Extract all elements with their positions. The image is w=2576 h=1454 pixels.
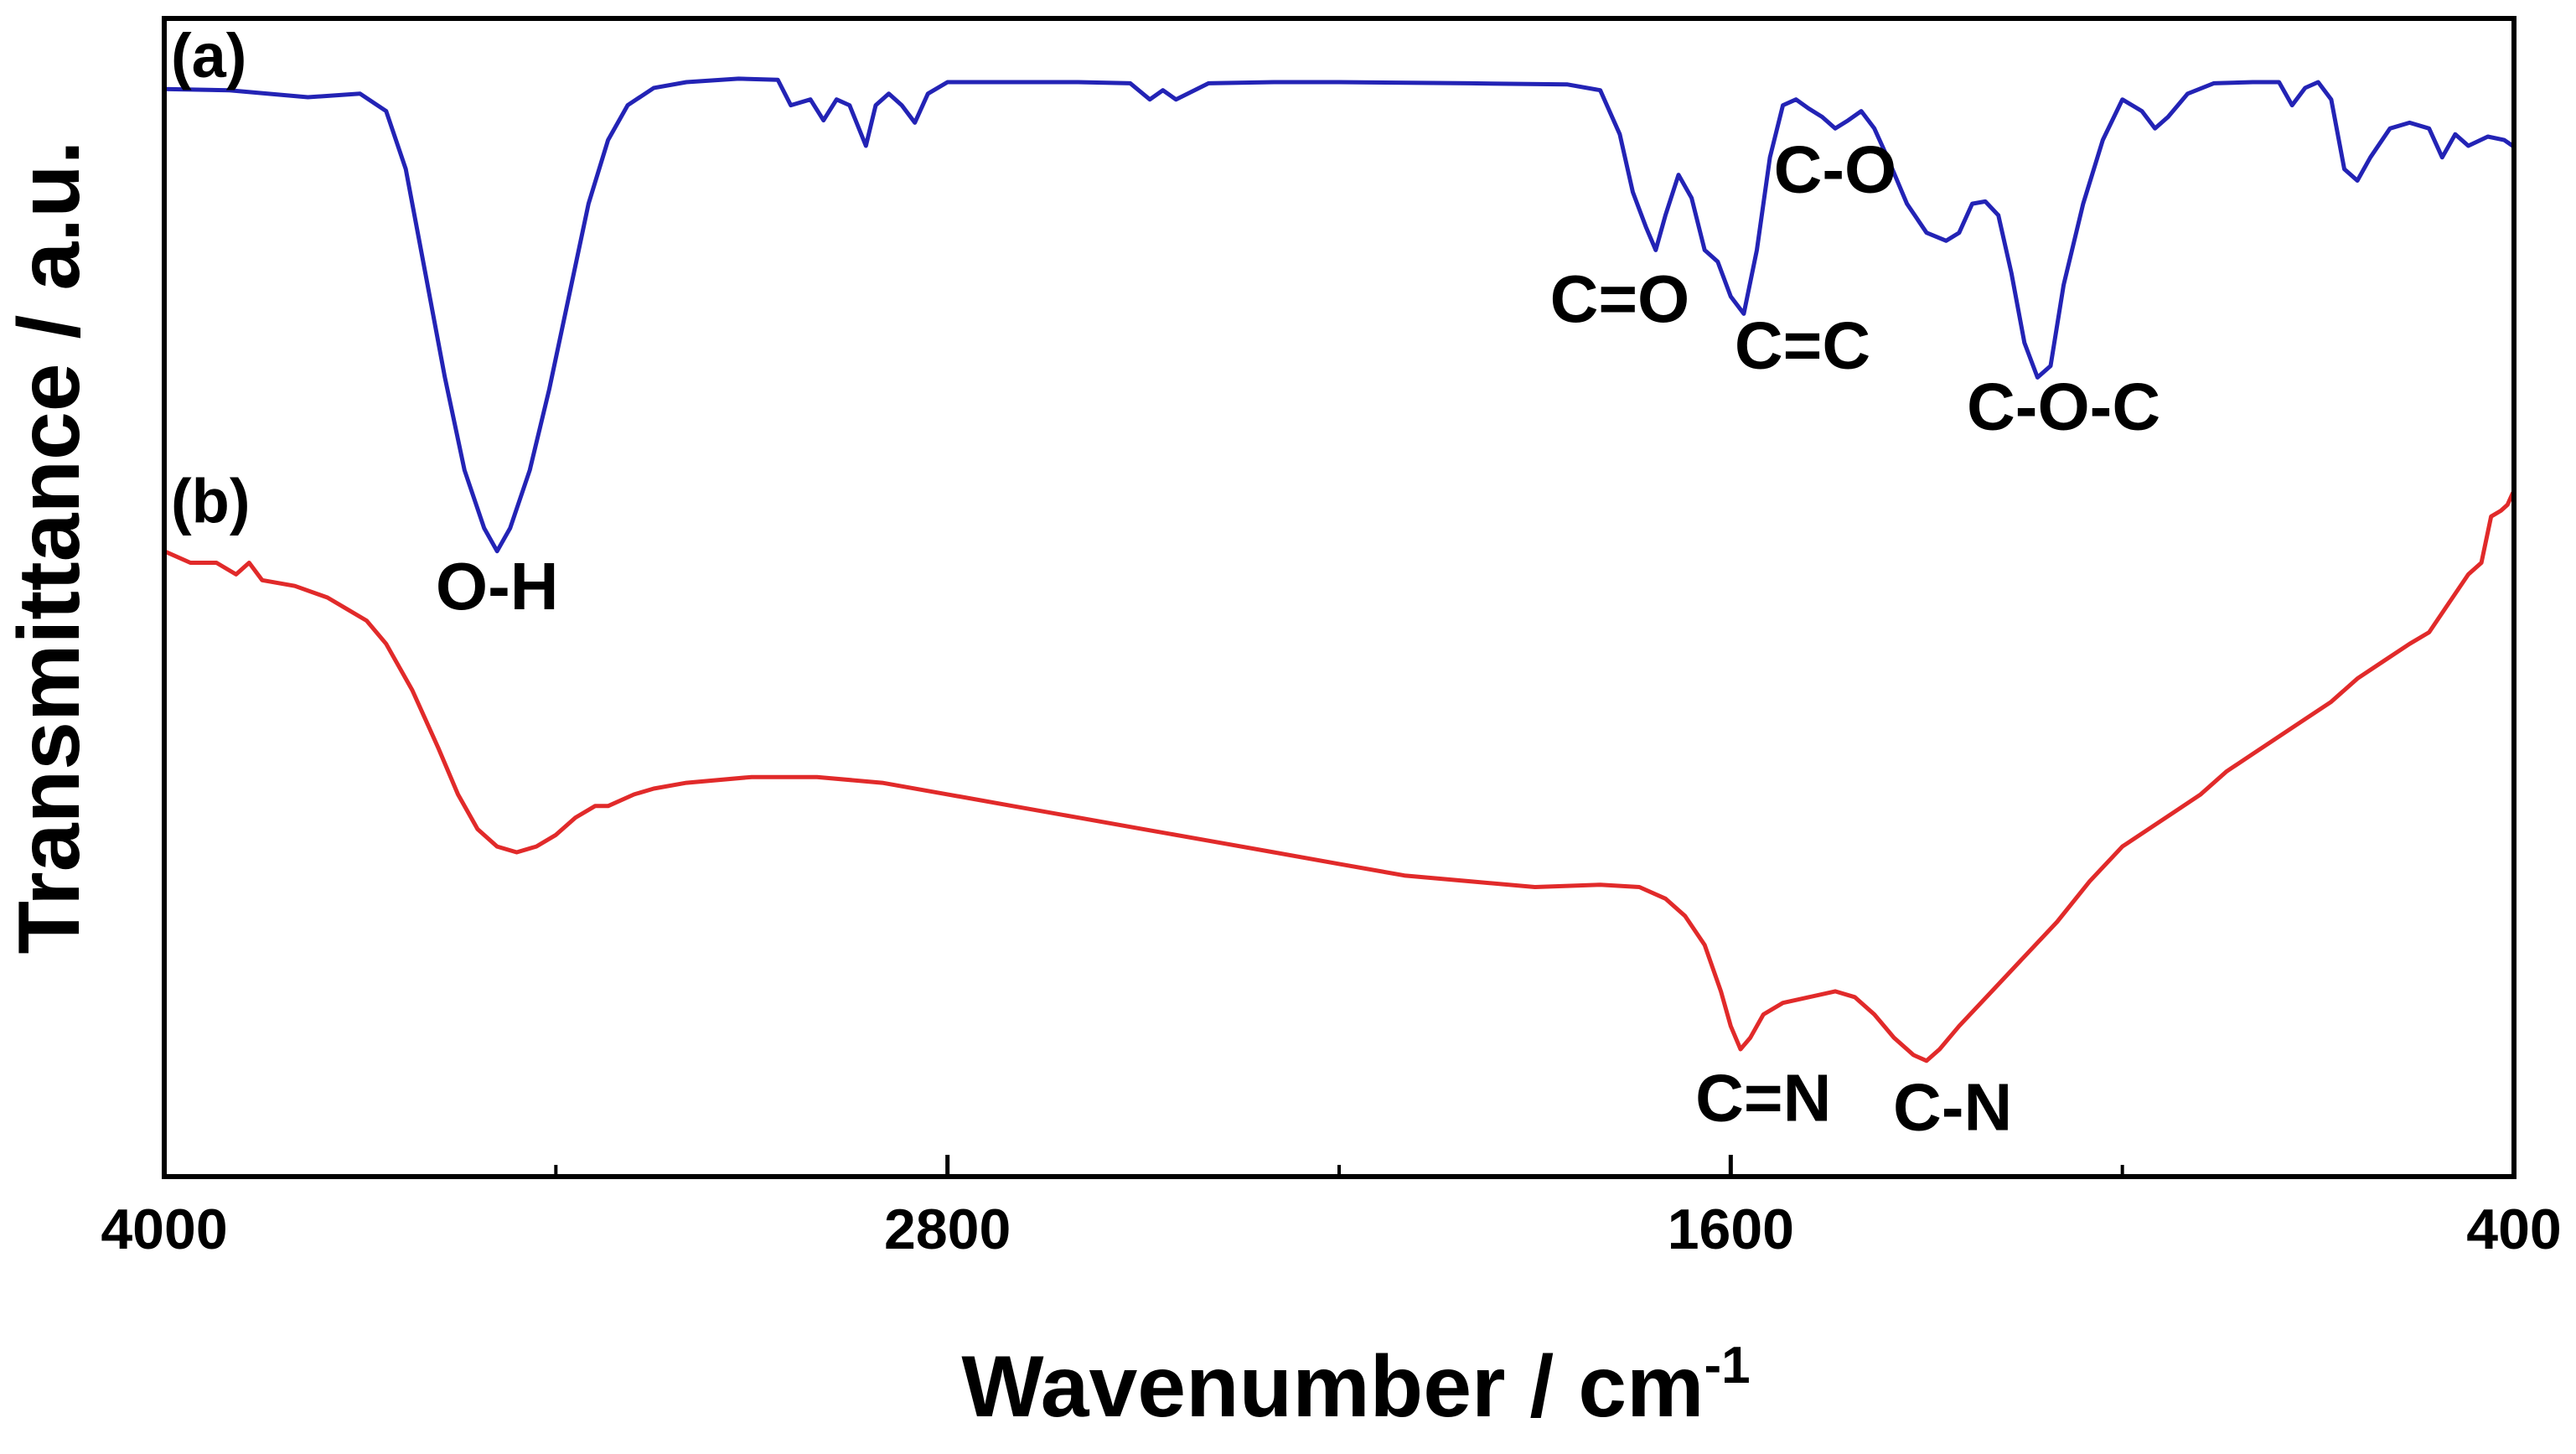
peak-annotation: C-N: [1893, 1070, 2012, 1145]
peak-annotation: C-O: [1774, 132, 1897, 206]
peak-annotation: C=C: [1735, 308, 1870, 382]
x-tick-label: 1600: [1668, 1198, 1794, 1261]
x-axis-title: Wavenumber / cm-1: [961, 1337, 1750, 1436]
tick-layer: 4000 2800 1600 400: [101, 1155, 2562, 1261]
y-axis-title: Transmittance / a.u.: [1, 141, 98, 955]
series-b-line: [162, 491, 2515, 1063]
series-layer: [162, 76, 2515, 1063]
peak-annotation: C-O-C: [1967, 370, 2160, 444]
annotation-layer: O-H C=O C=C C-O C-O-C C=N C-N: [436, 132, 2160, 1144]
series-b-label: (b): [171, 467, 251, 536]
x-tick-label: 4000: [101, 1198, 227, 1261]
x-tick-label: 2800: [884, 1198, 1011, 1261]
series-a-label: (a): [171, 21, 246, 91]
x-tick-label: 400: [2466, 1198, 2561, 1261]
x-axis-title-text: Wavenumber / cm: [961, 1338, 1704, 1436]
peak-annotation: O-H: [436, 549, 559, 624]
x-axis-title-superscript: -1: [1704, 1337, 1751, 1394]
peak-annotation: C=O: [1550, 261, 1690, 336]
series-a-line: [162, 76, 2515, 554]
peak-annotation: C=N: [1695, 1061, 1831, 1136]
